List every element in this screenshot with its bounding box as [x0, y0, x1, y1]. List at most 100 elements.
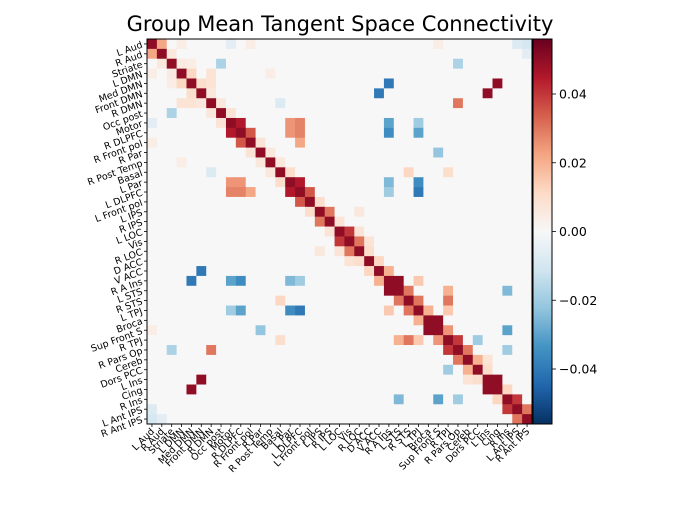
heatmap-cell [433, 137, 444, 148]
heatmap-cell [196, 305, 207, 316]
heatmap-cell [245, 315, 256, 326]
heatmap-cell [443, 196, 454, 208]
heatmap-cell [216, 216, 227, 227]
heatmap-cell [147, 216, 158, 227]
heatmap-cell [186, 384, 197, 395]
heatmap-cell [443, 266, 454, 277]
heatmap-cell [364, 108, 375, 119]
heatmap-cell [512, 78, 523, 89]
heatmap-cell [255, 345, 266, 356]
heatmap-cell [374, 206, 385, 218]
heatmap-cell [196, 167, 207, 178]
heatmap-cell [383, 364, 395, 376]
heatmap-cell [235, 157, 247, 168]
heatmap-cell [255, 256, 266, 267]
heatmap-cell [512, 295, 523, 306]
heatmap-cell [314, 127, 326, 139]
heatmap-cell [374, 236, 385, 247]
heatmap-cell [265, 354, 276, 366]
heatmap-cell [522, 157, 533, 168]
heatmap-cell [512, 98, 523, 109]
heatmap-cell [383, 246, 395, 257]
heatmap-cell [522, 39, 533, 50]
heatmap-cell [235, 285, 247, 297]
heatmap-cell [147, 127, 158, 139]
heatmap-cell [423, 266, 434, 277]
heatmap-cell [354, 335, 365, 346]
heatmap-cell [225, 246, 237, 257]
heatmap-cell [383, 266, 395, 277]
heatmap-cell [166, 414, 178, 425]
heatmap-cell [462, 78, 474, 89]
heatmap-cell [196, 285, 207, 297]
heatmap-cell [235, 177, 247, 188]
heatmap-cell [295, 266, 306, 277]
heatmap-cell [176, 206, 187, 218]
heatmap-cell [403, 256, 414, 267]
heatmap-cell [443, 157, 454, 168]
heatmap-cell [413, 345, 424, 356]
heatmap-cell [304, 315, 316, 326]
heatmap-cell [275, 117, 286, 129]
heatmap-cell [235, 196, 247, 208]
heatmap-cell [472, 177, 484, 188]
heatmap-cell [285, 354, 296, 366]
heatmap-cell [354, 295, 365, 306]
heatmap-cell [403, 127, 414, 139]
heatmap-cell [314, 117, 326, 129]
heatmap-cell [472, 394, 484, 405]
heatmap-cell [235, 98, 247, 109]
heatmap-cell [453, 137, 464, 148]
heatmap-cell [265, 88, 276, 99]
heatmap-cell [285, 374, 296, 385]
heatmap-cell [285, 88, 296, 99]
heatmap-cell [166, 196, 178, 208]
heatmap-cell [413, 364, 424, 376]
heatmap-cell [502, 295, 513, 306]
heatmap-cell [492, 345, 503, 356]
heatmap-cell [176, 315, 187, 326]
heatmap-cell [443, 315, 454, 326]
heatmap-cell [304, 335, 316, 346]
heatmap-cell [245, 354, 256, 366]
heatmap-cell [324, 39, 335, 50]
heatmap-cell [443, 325, 454, 336]
heatmap-cell [156, 137, 168, 148]
heatmap-cell [216, 127, 227, 139]
heatmap-cell [462, 295, 474, 306]
heatmap-cell [225, 216, 237, 227]
heatmap-cell [433, 226, 444, 237]
heatmap-cell [403, 285, 414, 297]
heatmap-cell [522, 147, 533, 158]
heatmap-cell [285, 127, 296, 139]
heatmap-cell [314, 98, 326, 109]
heatmap-cell [196, 266, 207, 277]
heatmap-cell [462, 236, 474, 247]
heatmap-cell [156, 157, 168, 168]
heatmap-cell [393, 216, 405, 227]
heatmap-cell [403, 246, 414, 257]
heatmap-cell [472, 48, 484, 60]
heatmap-cell [502, 39, 513, 50]
heatmap-cell [354, 384, 365, 395]
heatmap-cell [413, 305, 424, 316]
heatmap-cell [374, 68, 385, 79]
heatmap-cell [275, 78, 286, 89]
heatmap-cell [413, 58, 424, 70]
heatmap-cell [433, 117, 444, 129]
heatmap-cell [522, 216, 533, 227]
heatmap-cell [433, 68, 444, 79]
heatmap-cell [216, 354, 227, 366]
heatmap-cell [334, 354, 345, 366]
heatmap-cell [196, 78, 207, 89]
heatmap-cell [245, 236, 256, 247]
heatmap-cell [265, 196, 276, 208]
heatmap-cell [147, 354, 158, 366]
heatmap-cell [482, 157, 493, 168]
heatmap-cell [374, 117, 385, 129]
heatmap-cell [265, 345, 276, 356]
heatmap-cell [176, 137, 187, 148]
heatmap-cell [216, 196, 227, 208]
heatmap-cell [196, 206, 207, 218]
